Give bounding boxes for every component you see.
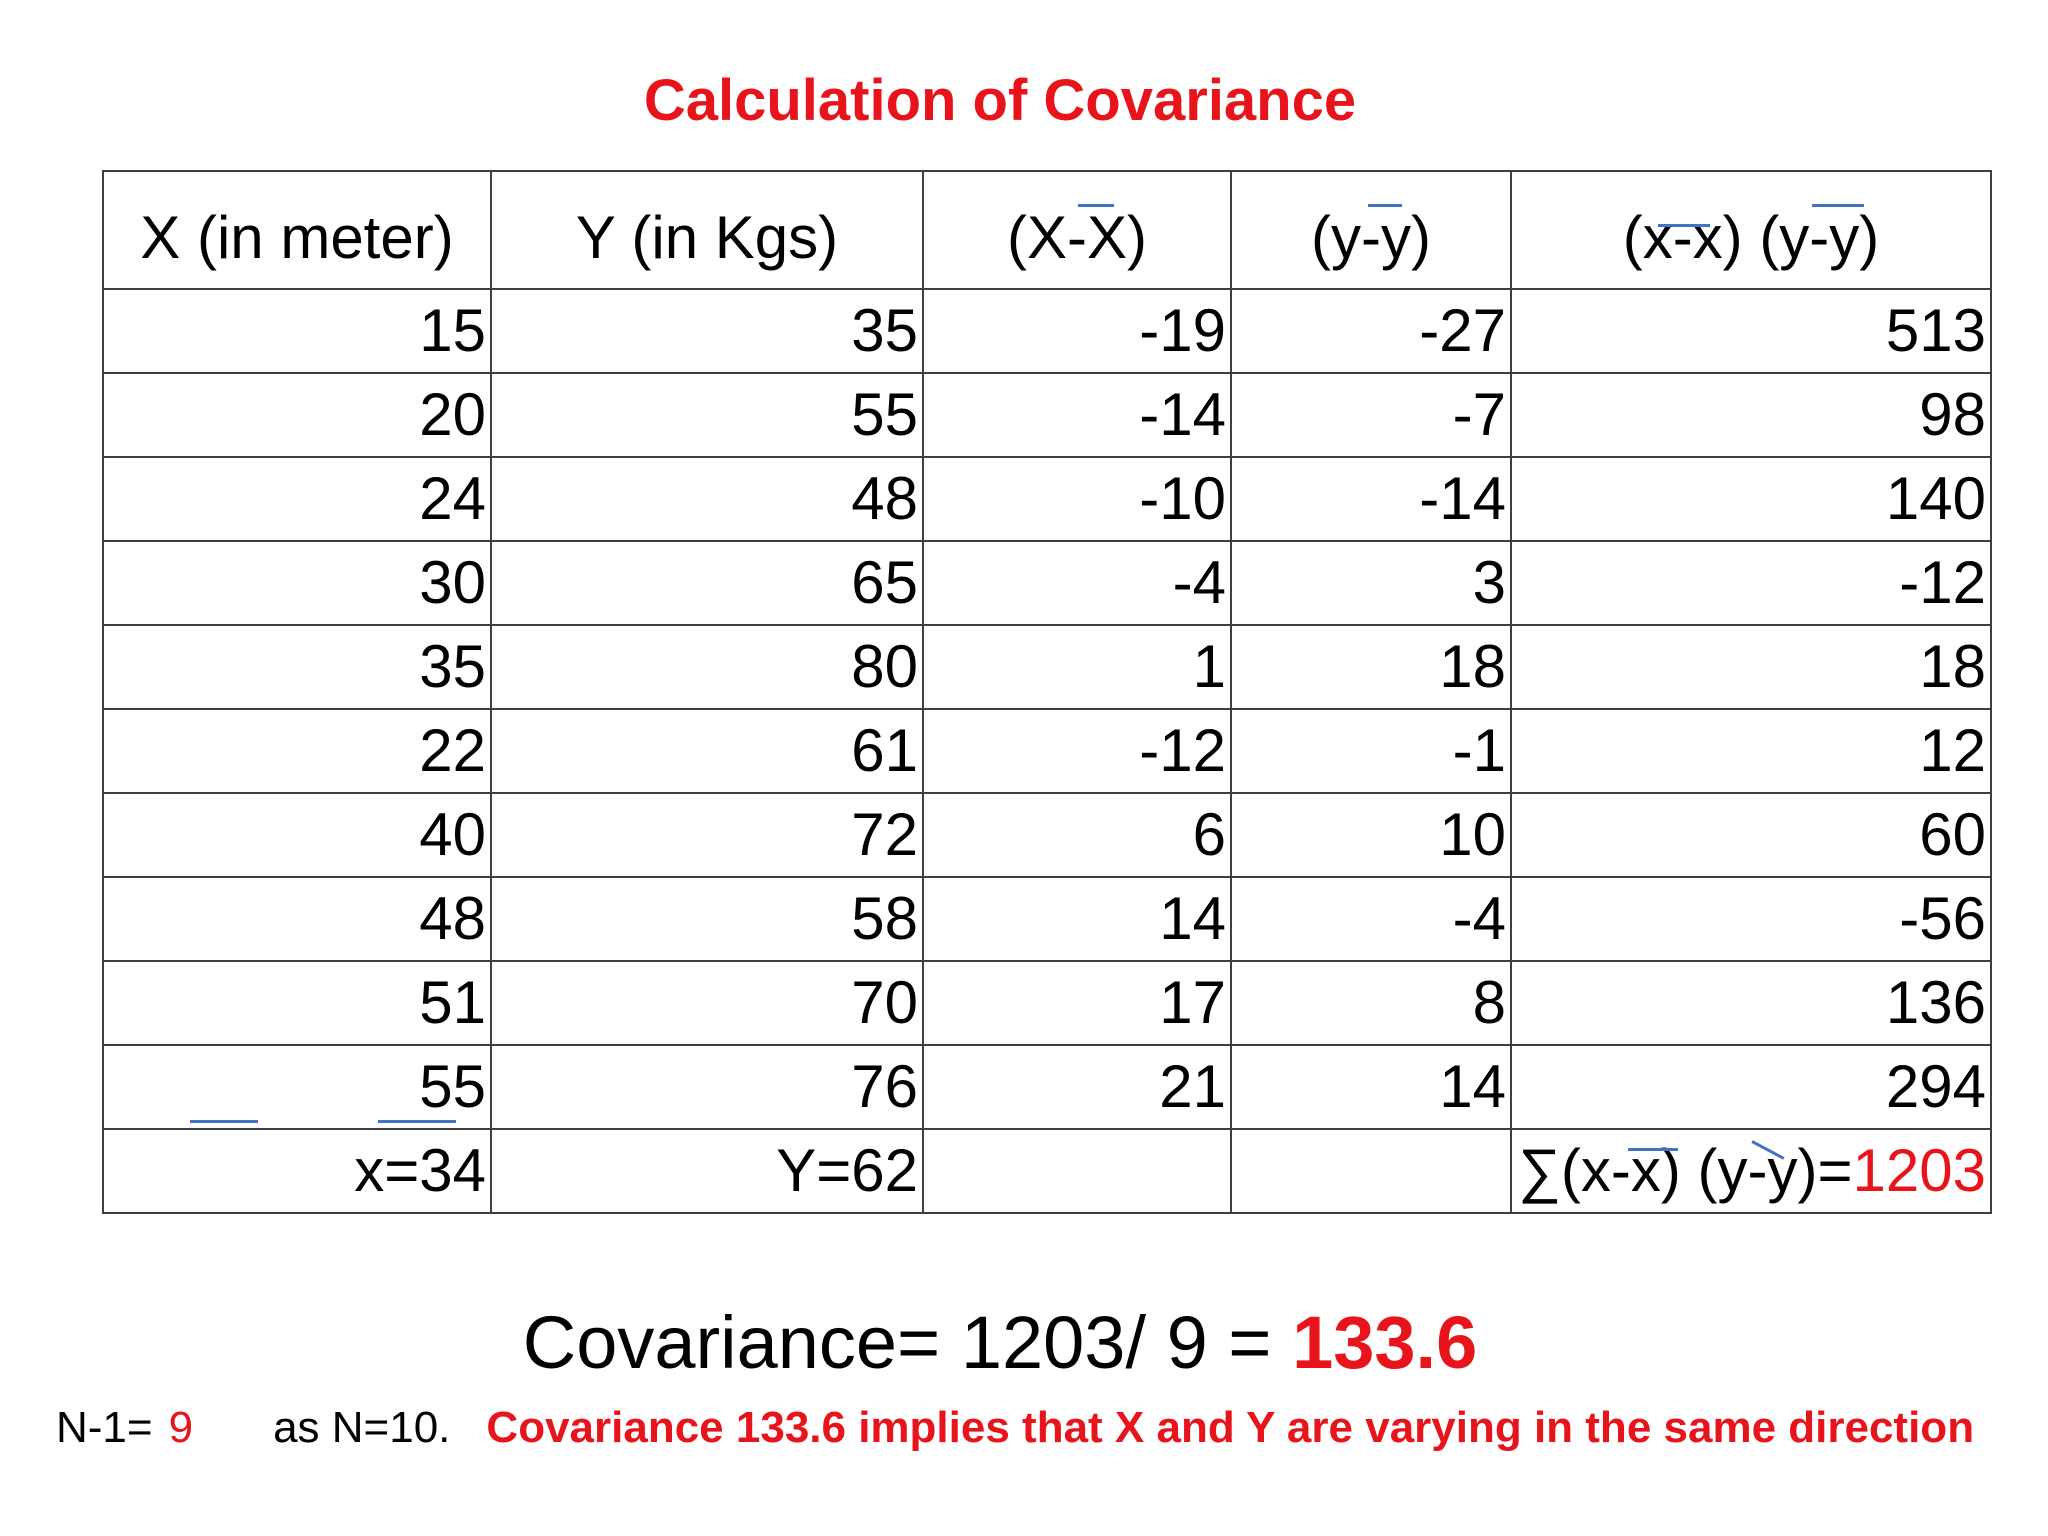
x-deviation: 14 xyxy=(922,876,1232,962)
product-value: -12 xyxy=(1510,540,1992,626)
covariance-formula: Covariance= 1203/ 9 = 133.6 xyxy=(0,1298,2000,1388)
y-deviation: -27 xyxy=(1230,288,1512,374)
x-deviation: -19 xyxy=(922,288,1232,374)
table-footer-row: x=34 Y=62 ∑(x-x) (y-y)=1203 xyxy=(102,1128,1992,1214)
x-deviation: 21 xyxy=(922,1044,1232,1130)
y-deviation: -4 xyxy=(1230,876,1512,962)
product-value: 60 xyxy=(1510,792,1992,878)
table-row: 15 35 -19 -27 513 xyxy=(102,288,1992,374)
y-deviation: 10 xyxy=(1230,792,1512,878)
covariance-table: X (in meter) Y (in Kgs) (X-X) (y-y) (x-x… xyxy=(102,170,1992,1214)
product-value: 18 xyxy=(1510,624,1992,710)
product-value: 12 xyxy=(1510,708,1992,794)
x-value: 51 xyxy=(102,960,492,1046)
header-x-deviation: (X-X) xyxy=(922,170,1232,290)
empty-cell xyxy=(1230,1128,1512,1214)
x-deviation: 6 xyxy=(922,792,1232,878)
table-header-row: X (in meter) Y (in Kgs) (X-X) (y-y) (x-x… xyxy=(102,170,1992,290)
y-value: 58 xyxy=(490,876,924,962)
header-y: Y (in Kgs) xyxy=(490,170,924,290)
x-value: 24 xyxy=(102,456,492,542)
y-value: 76 xyxy=(490,1044,924,1130)
product-value: 136 xyxy=(1510,960,1992,1046)
y-value: 35 xyxy=(490,288,924,374)
header-x: X (in meter) xyxy=(102,170,492,290)
table-row: 51 70 17 8 136 xyxy=(102,960,1992,1046)
x-value: 55 xyxy=(102,1044,492,1130)
y-deviation: 14 xyxy=(1230,1044,1512,1130)
n-text: as N=10. xyxy=(273,1403,451,1452)
x-deviation: 17 xyxy=(922,960,1232,1046)
x-deviation: -4 xyxy=(922,540,1232,626)
mean-bar-mark xyxy=(190,1120,258,1123)
y-value: 80 xyxy=(490,624,924,710)
y-deviation: 18 xyxy=(1230,624,1512,710)
x-deviation: -10 xyxy=(922,456,1232,542)
n-minus-1-value: 9 xyxy=(168,1403,194,1452)
mean-bar-mark xyxy=(1368,204,1402,207)
product-value: 513 xyxy=(1510,288,1992,374)
x-value: 20 xyxy=(102,372,492,458)
y-mean: Y=62 xyxy=(490,1128,924,1214)
y-deviation: 8 xyxy=(1230,960,1512,1046)
y-value: 55 xyxy=(490,372,924,458)
mean-bar-mark xyxy=(378,1120,456,1123)
x-value: 48 xyxy=(102,876,492,962)
empty-cell xyxy=(922,1128,1232,1214)
mean-bar-mark xyxy=(1628,1148,1678,1151)
x-deviation: -12 xyxy=(922,708,1232,794)
product-value: 140 xyxy=(1510,456,1992,542)
mean-bar-mark xyxy=(1658,224,1710,227)
sum-label: ∑(x-x) (y-y)= xyxy=(1518,1137,1853,1204)
page-title: Calculation of Covariance xyxy=(643,68,1357,133)
product-value: 294 xyxy=(1510,1044,1992,1130)
y-value: 70 xyxy=(490,960,924,1046)
table-row: 35 80 1 18 18 xyxy=(102,624,1992,710)
product-value: 98 xyxy=(1510,372,1992,458)
x-deviation: 1 xyxy=(922,624,1232,710)
table-row: 22 61 -12 -1 12 xyxy=(102,708,1992,794)
y-deviation: -7 xyxy=(1230,372,1512,458)
table-body: X (in meter) Y (in Kgs) (X-X) (y-y) (x-x… xyxy=(102,170,1992,1130)
x-deviation: -14 xyxy=(922,372,1232,458)
table-row: 40 72 6 10 60 xyxy=(102,792,1992,878)
covariance-expression: Covariance= 1203/ 9 = xyxy=(522,1301,1293,1384)
x-value: 15 xyxy=(102,288,492,374)
x-mean: x=34 xyxy=(102,1128,492,1214)
y-value: 72 xyxy=(490,792,924,878)
y-deviation: -1 xyxy=(1230,708,1512,794)
x-value: 40 xyxy=(102,792,492,878)
y-deviation: 3 xyxy=(1230,540,1512,626)
product-value: -56 xyxy=(1510,876,1992,962)
header-product: (x-x) (y-y) xyxy=(1510,170,1992,290)
sum-value: 1203 xyxy=(1852,1137,1986,1204)
x-value: 22 xyxy=(102,708,492,794)
y-value: 48 xyxy=(490,456,924,542)
table-row: 24 48 -10 -14 140 xyxy=(102,456,1992,542)
y-value: 61 xyxy=(490,708,924,794)
table-row: 48 58 14 -4 -56 xyxy=(102,876,1992,962)
x-value: 35 xyxy=(102,624,492,710)
y-deviation: -14 xyxy=(1230,456,1512,542)
covariance-result: 133.6 xyxy=(1292,1301,1478,1384)
mean-bar-mark xyxy=(1812,204,1864,207)
table-row: 55 76 21 14 294 xyxy=(102,1044,1992,1130)
y-value: 65 xyxy=(490,540,924,626)
x-value: 30 xyxy=(102,540,492,626)
n-minus-1-label: N-1= xyxy=(56,1403,153,1452)
table-row: 20 55 -14 -7 98 xyxy=(102,372,1992,458)
table-row: 30 65 -4 3 -12 xyxy=(102,540,1992,626)
header-y-deviation: (y-y) xyxy=(1230,170,1512,290)
note-line: N-1= 9 as N=10. Covariance 133.6 implies th… xyxy=(56,1400,1996,1456)
mean-bar-mark xyxy=(1078,204,1114,207)
sum-cell: ∑(x-x) (y-y)=1203 xyxy=(1510,1128,1992,1214)
conclusion-text: Covariance 133.6 implies that X and Y ar… xyxy=(486,1403,1975,1452)
